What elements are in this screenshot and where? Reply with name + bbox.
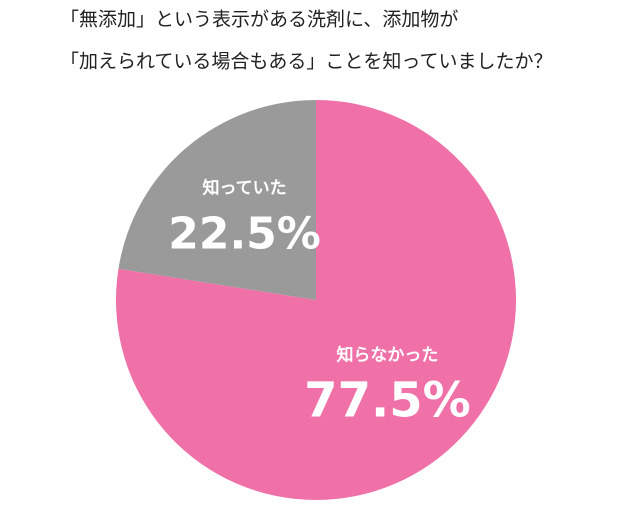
chart-title: 「加えられている場合もある」ことを知っていましたか？ (60, 51, 552, 73)
slice-label: 知っていた (201, 177, 286, 198)
pie-slice (118, 100, 316, 300)
chart-title: 「無添加」という表示がある洗剤に、添加物が (60, 9, 458, 31)
value-label: 22.5% (168, 208, 321, 259)
slice-label: 知らなかった (335, 345, 438, 366)
value-label: 77.5% (304, 373, 471, 429)
